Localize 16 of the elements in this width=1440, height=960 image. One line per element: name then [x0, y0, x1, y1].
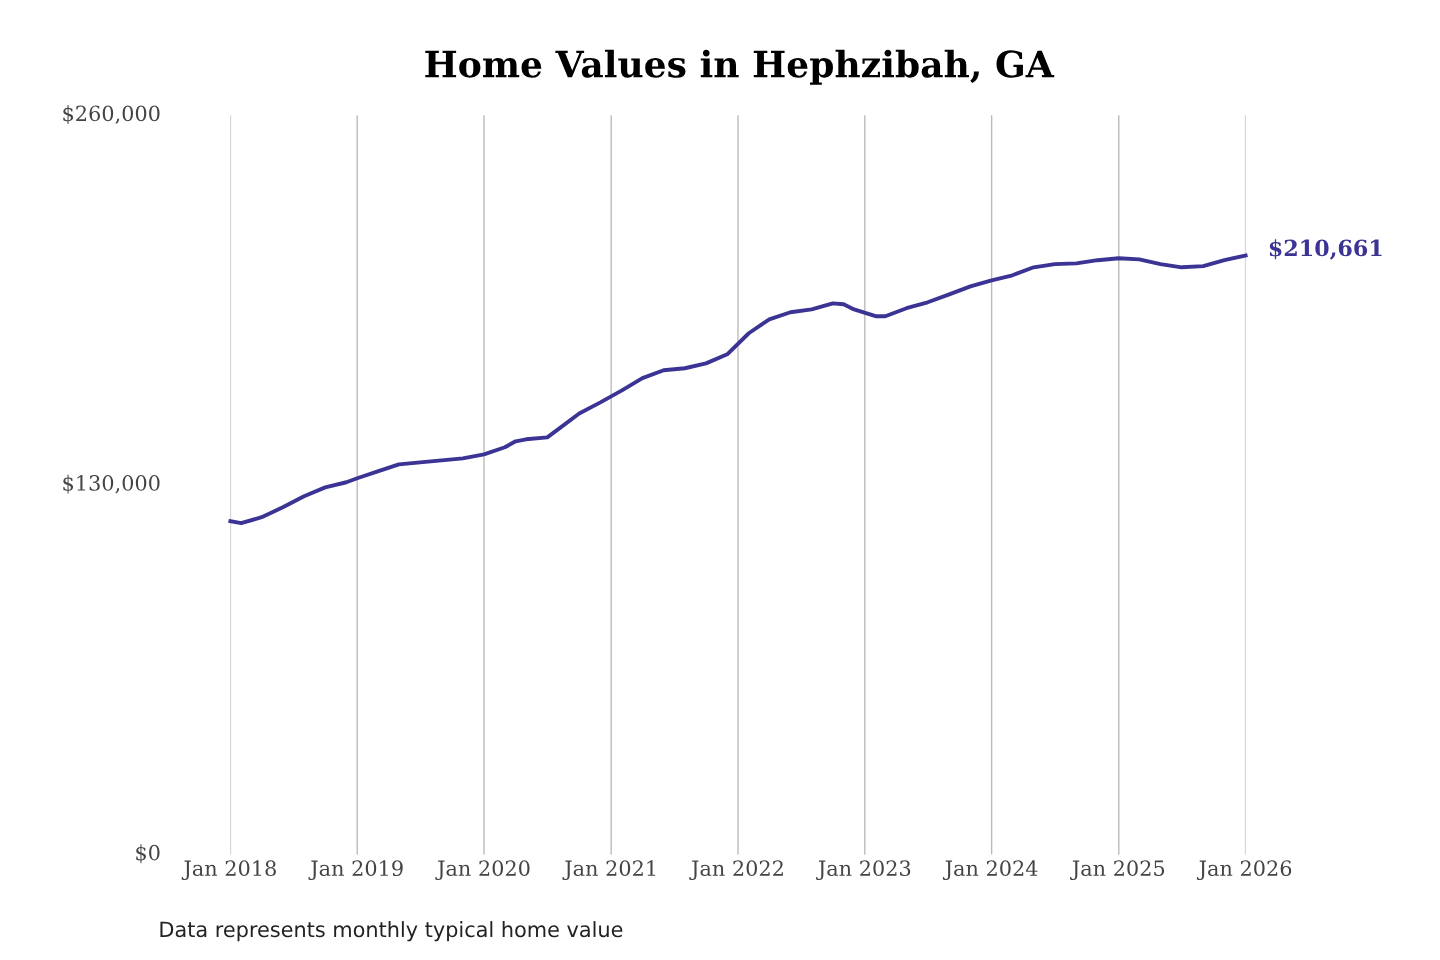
x-tick-label: Jan 2023 — [816, 860, 911, 881]
text: Data represents monthly typical home value — [160, 921, 623, 942]
x-tick-label: Jan 2019 — [308, 860, 403, 881]
x-tick-label: Jan 2021 — [562, 860, 656, 881]
chart-title: Home Values in Hephzibah, GA — [425, 49, 1055, 85]
y-tick-label: $130,000 — [63, 474, 160, 494]
x-tick-label: Jan 2024 — [942, 860, 1038, 881]
x-tick-label: Jan 2022 — [689, 860, 783, 881]
x-tick-label: Jan 2025 — [1070, 860, 1165, 881]
line-series — [228, 253, 1248, 526]
y-tick-label: $260,000 — [63, 105, 160, 125]
annotation: $210,661 — [1269, 239, 1382, 260]
x-tick-label: Jan 2018 — [181, 860, 276, 881]
x-tick-label: Jan 2026 — [1196, 860, 1292, 881]
x-tick-label: Jan 2020 — [435, 860, 530, 881]
y-tick-label: $0 — [136, 844, 160, 864]
